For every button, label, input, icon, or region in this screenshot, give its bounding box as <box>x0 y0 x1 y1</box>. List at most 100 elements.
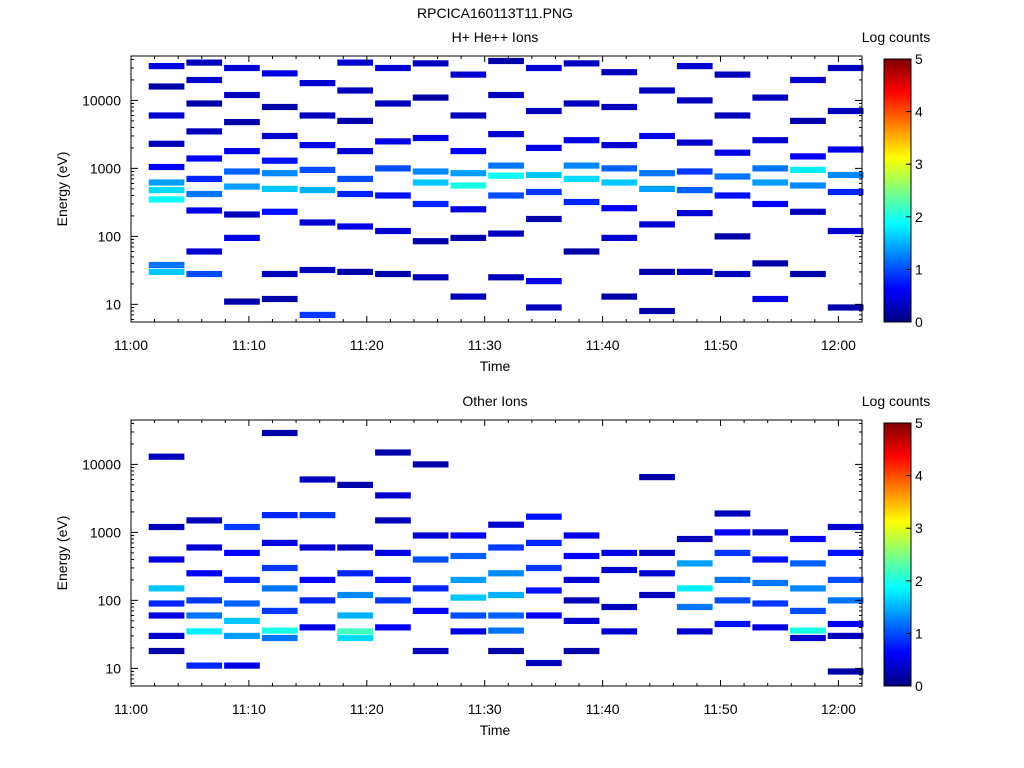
heatmap-cell <box>714 529 751 536</box>
heatmap-cell <box>790 153 826 160</box>
heatmap-cell <box>186 517 223 524</box>
heatmap-cell <box>261 103 298 111</box>
heatmap-cell <box>488 591 524 599</box>
heatmap-cell <box>827 576 864 583</box>
heatmap-cell <box>714 233 751 240</box>
heatmap-cell <box>601 103 638 111</box>
heatmap-cell <box>186 612 223 619</box>
heatmap-cell <box>186 270 223 278</box>
heatmap-cell <box>488 91 524 99</box>
colorbar-tick-labels: 0 1 2 3 4 5 <box>906 415 923 694</box>
colorbar-tick-label: 3 <box>915 520 923 536</box>
heatmap-cell <box>676 535 713 543</box>
heatmap-cell <box>526 215 562 223</box>
chart-title: Other Ions <box>462 393 527 409</box>
heatmap-cell <box>412 179 449 186</box>
heatmap-cell <box>186 190 223 198</box>
heatmap-cell <box>224 632 260 639</box>
heatmap-cell <box>563 552 600 560</box>
heatmap-cell <box>827 597 864 604</box>
heatmap-cell <box>375 138 411 145</box>
colorbar <box>883 422 912 687</box>
heatmap-cell <box>412 607 449 614</box>
heatmap-cell <box>563 532 600 539</box>
colorbar-tick-label: 2 <box>915 573 923 589</box>
heatmap-cell <box>790 166 826 173</box>
heatmap-cell <box>752 94 789 101</box>
heatmap-cell <box>601 165 638 172</box>
heatmap-cell <box>752 200 789 208</box>
heatmap-cell <box>563 60 600 67</box>
heatmap-cell <box>224 211 260 218</box>
heatmap-cell <box>676 210 713 217</box>
heatmap-cell <box>337 570 373 577</box>
heatmap-cell <box>148 179 185 186</box>
x-tick-labels: 11:00 11:10 11:20 11:30 11:40 11:50 12:00 <box>114 337 856 353</box>
y-tick-label: 100 <box>98 592 122 608</box>
heatmap-cell <box>186 662 223 669</box>
y-tick-label: 10000 <box>82 92 121 108</box>
colorbar-tick-label: 5 <box>915 51 923 67</box>
y-tick-label: 10000 <box>82 456 121 472</box>
y-axis-label: Energy (eV) <box>54 516 70 591</box>
heatmap-cell <box>450 612 487 619</box>
heatmap-cell <box>261 295 298 303</box>
heatmap-cell <box>412 94 449 101</box>
x-tick-label: 11:20 <box>350 701 384 717</box>
heatmap-cell <box>412 532 449 539</box>
heatmap-cell <box>676 560 713 567</box>
heatmap-cell <box>790 270 826 278</box>
colorbar-tick-label: 0 <box>915 314 923 330</box>
heatmap-cell <box>526 587 562 594</box>
heatmap-cell <box>450 206 487 213</box>
heatmap-cell <box>526 513 562 520</box>
heatmap-cell <box>224 119 260 126</box>
heatmap-cell <box>601 179 638 186</box>
heatmap-cell <box>601 566 638 574</box>
heatmap-cell <box>412 556 449 563</box>
heatmap-cell <box>488 57 524 65</box>
heatmap-cell <box>148 647 185 655</box>
colorbar-label: Log counts <box>862 393 931 409</box>
heatmap-cell <box>375 449 411 456</box>
heatmap-cell <box>337 117 373 124</box>
heatmap-cell <box>790 585 826 592</box>
heatmap-cell <box>450 532 487 539</box>
heatmap-cell <box>186 207 223 214</box>
x-tick-label: 11:10 <box>232 701 266 717</box>
heatmap-cell <box>526 612 562 619</box>
heatmap-cell <box>752 179 789 186</box>
heatmap-cell <box>563 137 600 144</box>
x-tick-label: 11:00 <box>114 337 148 353</box>
heatmap-cell <box>488 192 524 199</box>
heatmap-cell <box>601 603 638 611</box>
heatmap-cell <box>526 539 562 546</box>
heatmap-cell <box>299 512 336 519</box>
colorbar-tick-label: 5 <box>915 415 923 431</box>
heatmap-cell <box>412 274 449 281</box>
x-tick-label: 12:00 <box>821 701 856 717</box>
heatmap-cell <box>337 190 373 198</box>
heatmap-cell <box>790 607 826 614</box>
heatmap-cell <box>752 260 789 267</box>
heatmap-cell <box>563 248 600 255</box>
heatmap-cell <box>827 523 864 531</box>
y-tick-label: 10 <box>105 660 121 676</box>
heatmap-cell <box>563 175 600 182</box>
heatmap-cell <box>261 170 298 177</box>
heatmap-cell <box>676 585 713 592</box>
heatmap-cell <box>412 168 449 175</box>
heatmap-cell <box>450 552 487 560</box>
heatmap-cell <box>639 268 675 275</box>
heatmap-cell <box>450 594 487 601</box>
heatmap-cell <box>488 647 524 655</box>
heatmap-cell <box>563 198 600 206</box>
heatmap-cell <box>450 170 487 177</box>
heatmap-cell <box>790 627 826 634</box>
heatmap-cell <box>714 270 751 278</box>
x-tick-label: 11:50 <box>704 701 738 717</box>
heatmap-cell <box>450 576 487 583</box>
heatmap-cell <box>639 591 675 599</box>
heatmap-cell <box>827 107 864 115</box>
